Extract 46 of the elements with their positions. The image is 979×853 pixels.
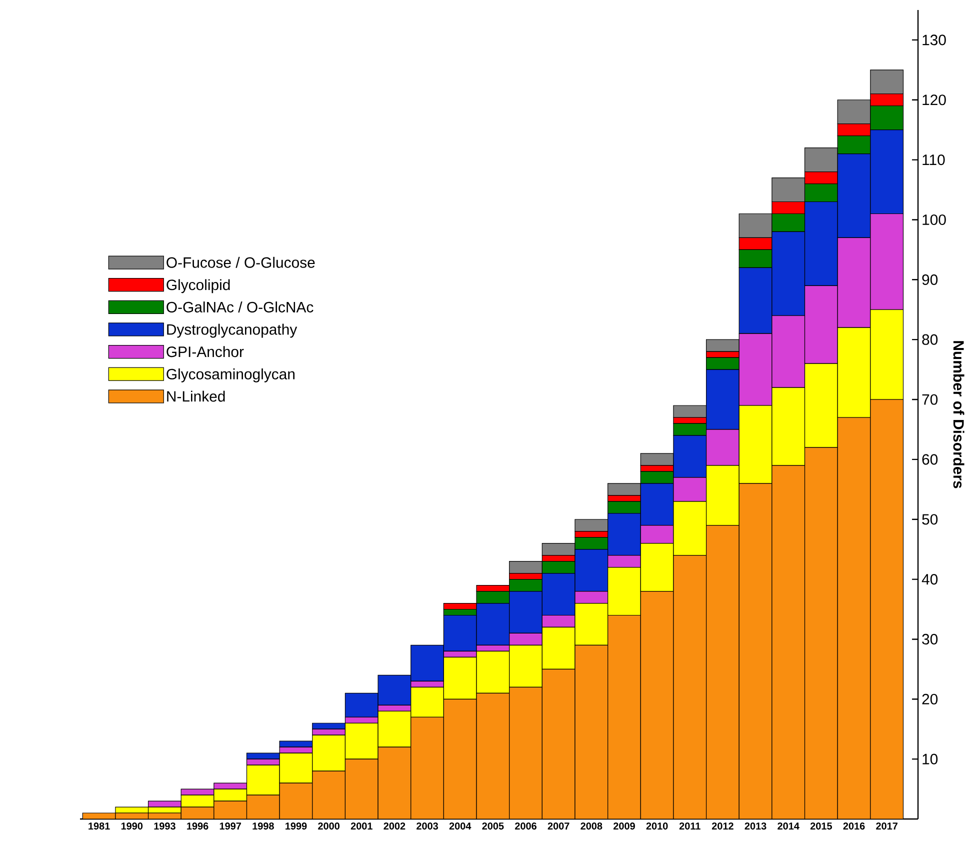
y-tick-label: 120 — [922, 94, 946, 106]
x-tick-label: 1997 — [220, 822, 241, 830]
x-tick-label: 2001 — [350, 822, 372, 830]
y-tick-label: 110 — [922, 154, 945, 166]
x-tick-label: 2013 — [744, 822, 766, 830]
x-tick-label: 2016 — [843, 822, 865, 830]
legend-label: Dystroglycanopathy — [167, 324, 298, 338]
y-tick-label: 80 — [922, 334, 938, 345]
y-tick-label: 50 — [922, 514, 938, 525]
x-tick-label: 2010 — [646, 822, 668, 830]
legend-label: N-Linked — [167, 390, 225, 402]
x-tick-label: 1998 — [252, 822, 274, 830]
x-tick-label: 1981 — [88, 822, 110, 830]
x-tick-label: 2006 — [515, 822, 536, 830]
legend-label: O-GalNAc / O-GlcNAc — [166, 302, 314, 312]
legend-label: Glycolipid — [166, 279, 230, 294]
y-tick-label: 130 — [922, 34, 946, 46]
legend-label: O-Fucose / O-Glucose — [166, 256, 315, 268]
x-tick-label: 2015 — [810, 822, 832, 830]
x-tick-label: 2007 — [548, 822, 570, 830]
x-tick-label: 2011 — [679, 822, 700, 830]
x-tick-label: 1993 — [154, 822, 176, 830]
x-tick-label: 2014 — [778, 822, 800, 830]
x-tick-label: 2004 — [449, 822, 472, 830]
y-tick-label: 40 — [922, 574, 938, 585]
y-tick-label: 60 — [922, 454, 938, 465]
x-tick-label: 2009 — [613, 822, 635, 830]
y-tick-label: 30 — [922, 634, 938, 645]
x-tick-label: 2005 — [482, 822, 504, 830]
x-tick-label: 2012 — [712, 822, 734, 830]
x-tick-label: 1996 — [187, 822, 208, 830]
x-tick-label: 1990 — [121, 822, 143, 830]
y-tick-label: 20 — [922, 694, 938, 704]
y-tick-label: 100 — [922, 214, 946, 226]
x-tick-label: 2000 — [318, 822, 340, 830]
legend-label: GPI-Anchor — [166, 346, 244, 358]
x-tick-label: 2003 — [416, 822, 438, 830]
x-tick-label: 2017 — [876, 822, 898, 830]
y-tick-label: 90 — [922, 274, 938, 285]
y-tick-label: 10 — [922, 754, 938, 764]
y-tick-label: 70 — [922, 394, 938, 405]
y-axis-title: Number of Disorders — [953, 341, 964, 488]
x-tick-label: 2008 — [580, 822, 602, 830]
x-tick-label: 2002 — [384, 822, 406, 830]
x-tick-label: 1999 — [286, 822, 307, 830]
legend-label: Glycosaminoglycan — [166, 368, 294, 382]
